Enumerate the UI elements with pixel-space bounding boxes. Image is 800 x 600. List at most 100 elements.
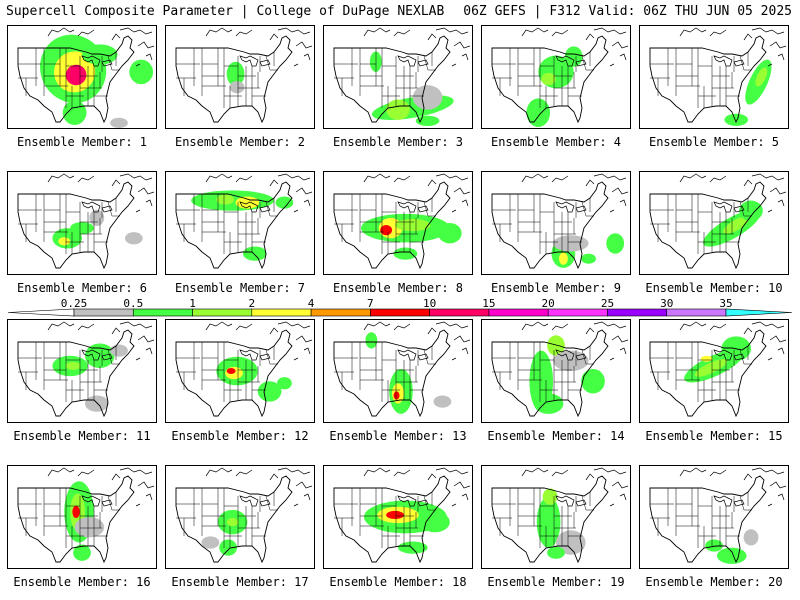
scp-contour [124,232,143,245]
scp-contour [365,332,378,349]
colorbar-label: 10 [423,297,436,310]
scp-contour [553,235,589,252]
scp-contour [716,547,747,564]
colorbar-segment [488,308,549,317]
ensemble-member-map [7,465,157,569]
map-boundaries [649,27,787,124]
ensemble-member-map [481,465,631,569]
colorbar-max-arrow [725,308,793,317]
map-boundaries [333,27,471,124]
scp-contour [70,221,94,235]
us-map [649,467,787,564]
scp-contour [558,252,568,265]
map-boundaries [649,321,787,418]
member-label: Ensemble Member: 4 [490,135,622,149]
us-map [333,467,471,564]
scp-contour [536,496,561,548]
us-map [17,321,155,418]
map-boundaries [17,173,155,270]
scp-contour [556,530,586,555]
colorbar-label: 1 [189,297,196,310]
scp-contour [110,117,128,128]
map-boundaries [175,27,313,124]
member-label: Ensemble Member: 9 [490,281,622,295]
scp-contour [58,237,71,246]
scp-contour [226,61,245,87]
scp-contour [526,98,551,127]
ensemble-member-map [323,171,473,275]
member-label: Ensemble Member: 18 [329,575,467,589]
ensemble-member-map [639,465,789,569]
colorbar-label: 0.5 [123,297,143,310]
member-label: Ensemble Member: 15 [645,429,783,443]
colorbar-label: 35 [719,297,732,310]
colorbar-segment [370,308,430,317]
scp-contour [386,99,410,120]
us-map [175,467,313,564]
map-boundaries [17,321,155,418]
map-boundaries [333,321,471,418]
map-boundaries [175,467,313,564]
scp-contour [755,67,768,87]
map-boundaries [333,467,471,564]
member-label: Ensemble Member: 6 [16,281,148,295]
us-map [491,27,629,127]
member-label: Ensemble Member: 2 [174,135,306,149]
scp-contour [723,216,750,234]
scp-contour [700,355,713,362]
map-boundaries [17,467,155,564]
member-label: Ensemble Member: 7 [174,281,306,295]
scp-contour [437,223,462,244]
valid-time: 06Z GEFS | F312 Valid: 06Z THU JUN 05 20… [463,4,792,19]
scp-contour [277,377,292,390]
scp-contour [371,95,454,120]
member-label: Ensemble Member: 11 [13,429,151,443]
scp-contour [65,64,87,86]
scp-contour [82,44,118,65]
map-boundaries [17,27,155,124]
ensemble-member-map [165,465,315,569]
scp-contour [226,518,239,527]
scp-contour [724,113,749,126]
ensemble-member-map [639,25,789,129]
member-label: Ensemble Member: 10 [645,281,783,295]
colorbar-label: 25 [601,297,614,310]
ensemble-member-map [639,171,789,275]
map-boundaries [175,321,313,418]
scp-contour [275,196,294,209]
scp-contour [547,335,565,356]
scp-contour [201,536,220,549]
scp-contour [229,81,245,94]
us-map [491,467,629,564]
member-label: Ensemble Member: 14 [487,429,625,443]
scp-contour [581,368,605,394]
ensemble-member-map [7,171,157,275]
scp-contour [606,233,625,254]
us-map [17,173,155,270]
scp-contour [110,344,128,357]
scp-contour [533,393,564,414]
map-boundaries [491,173,629,270]
member-label: Ensemble Member: 20 [645,575,783,589]
member-label: Ensemble Member: 16 [13,575,151,589]
map-boundaries [491,27,629,124]
scp-contour [72,505,80,519]
ensemble-member-map [481,25,631,129]
ensemble-member-map [323,25,473,129]
colorbar-label: 2 [249,297,256,310]
ensemble-member-map [165,319,315,423]
colorbar-label: 0.25 [61,297,88,310]
colorbar-segment [132,308,193,317]
colorbar-label: 30 [660,297,673,310]
map-boundaries [491,467,629,564]
scp-contour [412,85,443,110]
ensemble-member-map [165,25,315,129]
member-label: Ensemble Member: 19 [487,575,625,589]
map-boundaries [649,173,787,270]
scp-contour [743,529,759,546]
colorbar-min-arrow [7,308,75,317]
map-boundaries [649,467,787,564]
member-label: Ensemble Member: 12 [171,429,309,443]
scp-contour [398,541,428,554]
member-label: Ensemble Member: 5 [648,135,780,149]
